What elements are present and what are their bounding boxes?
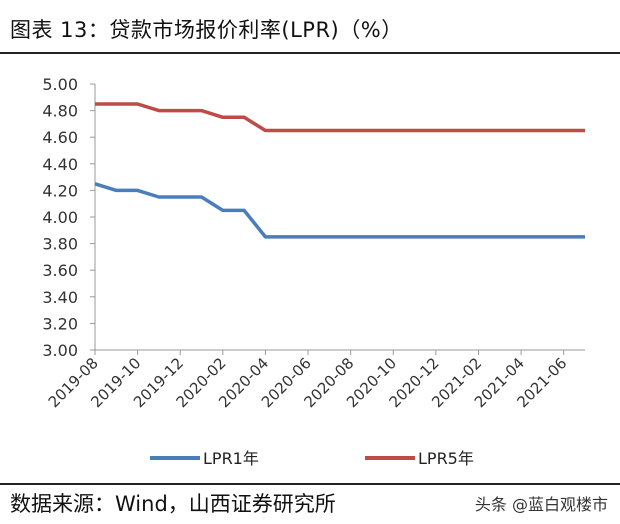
top-divider: [0, 52, 620, 54]
y-tick-label: 4.40: [42, 155, 78, 174]
legend-label: LPR5年: [418, 449, 474, 468]
y-tick-label: 4.00: [42, 208, 78, 227]
watermark: 头条 @蓝白观楼市: [474, 495, 608, 514]
chart-title: 图表 13：贷款市场报价利率(LPR)（%）: [10, 18, 403, 42]
series-line-1: [94, 182, 585, 239]
y-tick-label: 3.20: [42, 314, 78, 333]
y-tick-label: 3.40: [42, 288, 78, 307]
lpr-line-chart: 3.00 3.20 3.40 3.60 3.80 4.00 4.20 4.40 4.60 4.80…: [42, 75, 585, 468]
legend-label: LPR1年: [203, 449, 259, 468]
x-axis: 2019-082019-102019-122020-022020-042020-…: [45, 349, 585, 411]
series-lines: [94, 102, 585, 239]
y-tick-label: 3.00: [42, 341, 78, 360]
y-tick-label: 4.60: [42, 128, 78, 147]
y-tick-label: 4.80: [42, 102, 78, 121]
y-tick-label: 4.20: [42, 181, 78, 200]
series-line-2: [95, 102, 585, 133]
y-tick-label: 5.00: [42, 75, 78, 94]
data-source: 数据来源：Wind，山西证券研究所: [10, 492, 336, 516]
y-axis: 3.00 3.20 3.40 3.60 3.80 4.00 4.20 4.40 4.60 4.80…: [42, 75, 96, 360]
bottom-divider: [0, 483, 620, 485]
legend: LPR1年 LPR5年: [150, 449, 474, 468]
y-tick-label: 3.60: [42, 261, 78, 280]
y-tick-label: 3.80: [42, 235, 78, 254]
